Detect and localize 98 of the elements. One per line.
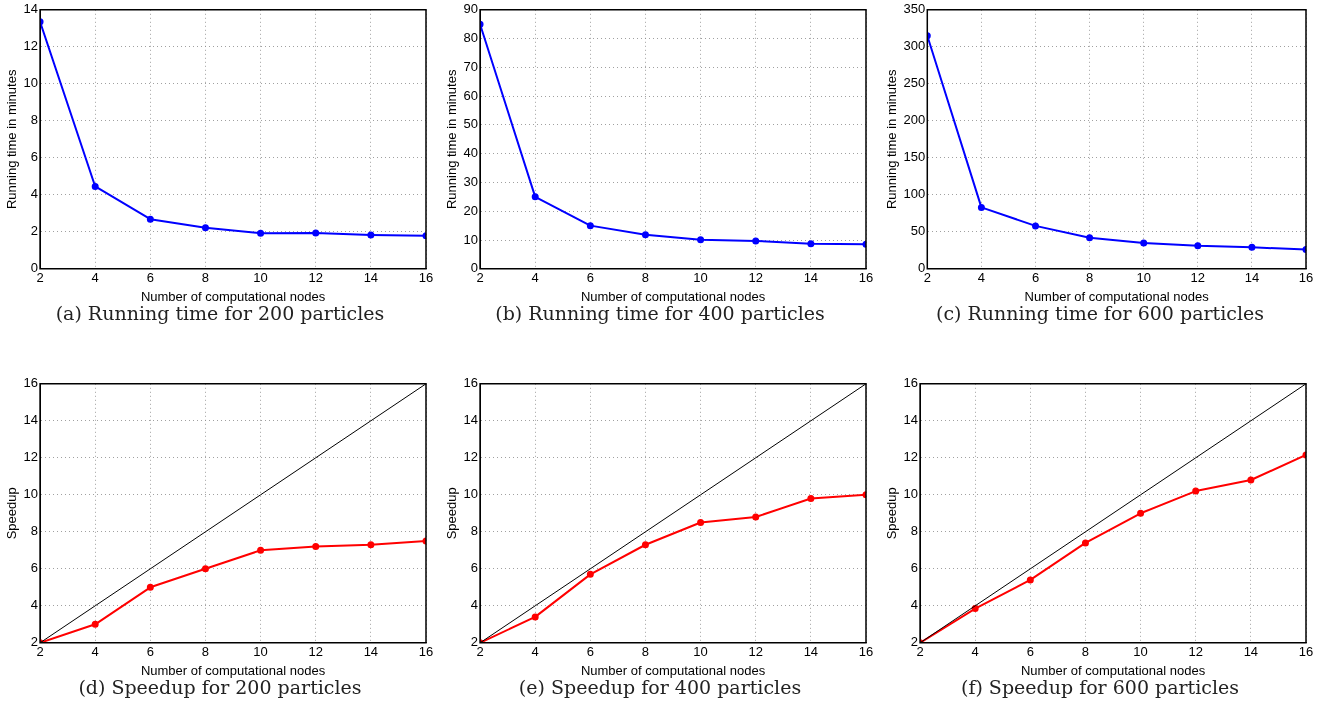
y-tick-label: 16 [463,375,479,391]
y-tick-label: 4 [910,597,919,613]
y-tick-label: 6 [910,560,919,576]
x-tick-label: 8 [1085,270,1094,286]
y-tick-label: 350 [903,1,926,17]
x-tick-label: 10 [693,644,708,660]
y-tick-label: 12 [23,38,39,54]
y-tick-label: 16 [903,375,919,391]
y-tick-label: 10 [23,486,39,502]
y-tick-label: 14 [463,412,479,428]
x-tick-label: 12 [1188,644,1203,660]
x-tick-label: 8 [201,644,210,660]
x-tick-label: 16 [858,270,874,286]
x-tick-label: 14 [1244,270,1260,286]
x-tick-label: 4 [977,270,986,286]
x-tick-label: 10 [253,270,268,286]
x-tick-label: 14 [803,644,819,660]
x-tick-label: 14 [803,270,819,286]
y-tick-label: 70 [463,58,479,74]
y-tick-label: 14 [903,412,919,428]
y-tick-label: 150 [903,149,926,165]
y-tick-label: 14 [23,1,39,17]
y-tick-label: 10 [463,231,479,247]
x-axis-title: Number of computational nodes [580,662,766,678]
x-axis-title: Number of computational nodes [1024,288,1210,304]
x-tick-label: 16 [1298,270,1314,286]
y-axis-title: Speedup [884,487,900,540]
x-tick-label: 14 [1243,644,1259,660]
x-tick-label: 4 [531,644,539,660]
x-tick-label: 6 [586,270,594,286]
x-tick-label: 12 [1190,270,1206,286]
y-axis-title: Speedup [444,487,460,540]
x-tick-label: 12 [748,270,763,286]
y-tick-label: 16 [23,375,39,391]
y-tick-label: 6 [30,560,39,576]
x-axis-title: Number of computational nodes [580,288,766,304]
y-tick-label: 50 [463,116,479,132]
x-tick-label: 8 [641,270,650,286]
y-tick-label: 20 [463,202,479,218]
x-tick-label: 6 [146,270,154,286]
y-tick-label: 60 [463,87,479,103]
y-tick-label: 8 [30,112,39,128]
y-tick-label: 12 [463,449,479,465]
y-tick-label: 10 [463,486,479,502]
x-tick-label: 14 [363,270,379,286]
y-axis-title: Running time in minutes [4,69,20,210]
x-tick-label: 10 [1136,270,1151,286]
y-tick-label: 80 [463,30,479,46]
y-tick-label: 8 [470,523,479,539]
y-tick-label: 4 [30,597,39,613]
x-tick-label: 4 [971,644,979,660]
x-tick-label: 8 [201,270,210,286]
y-tick-label: 50 [910,223,926,239]
y-tick-label: 30 [463,174,479,190]
x-tick-label: 4 [91,270,99,286]
y-tick-label: 90 [463,1,479,17]
y-tick-label: 6 [30,149,39,165]
x-tick-label: 6 [1026,644,1034,660]
y-tick-label: 2 [30,223,39,239]
y-tick-label: 40 [463,145,479,161]
x-axis-title: Number of computational nodes [140,288,326,304]
x-tick-label: 12 [308,270,323,286]
x-tick-label: 6 [586,644,594,660]
x-tick-label: 10 [253,644,268,660]
y-tick-label: 8 [30,523,39,539]
x-tick-label: 10 [1133,644,1148,660]
x-tick-label: 14 [363,644,379,660]
x-tick-label: 6 [1031,270,1040,286]
x-axis-title: Number of computational nodes [1020,662,1206,678]
x-tick-label: 8 [1081,644,1090,660]
y-tick-label: 100 [903,186,926,202]
y-tick-label: 200 [903,112,926,128]
x-tick-label: 6 [146,644,154,660]
y-tick-label: 12 [23,449,39,465]
y-tick-label: 4 [30,186,39,202]
y-tick-label: 10 [903,486,919,502]
y-tick-label: 4 [470,597,479,613]
y-axis-title: Running time in minutes [884,69,900,210]
y-tick-label: 12 [903,449,919,465]
y-tick-label: 250 [903,75,926,91]
x-tick-label: 16 [1298,644,1314,660]
x-tick-label: 4 [531,270,539,286]
x-tick-label: 16 [858,644,874,660]
x-tick-label: 16 [418,270,434,286]
y-tick-label: 14 [23,412,39,428]
x-tick-label: 8 [641,644,650,660]
y-axis-title: Running time in minutes [444,69,460,210]
x-tick-label: 10 [693,270,708,286]
y-tick-label: 300 [903,38,926,54]
x-axis-title: Number of computational nodes [140,662,326,678]
y-tick-label: 8 [910,523,919,539]
y-tick-label: 10 [23,75,39,91]
x-tick-label: 12 [308,644,323,660]
y-tick-label: 6 [470,560,479,576]
x-tick-label: 4 [91,644,99,660]
x-tick-label: 12 [748,644,763,660]
y-axis-title: Speedup [4,487,20,540]
x-tick-label: 16 [418,644,434,660]
